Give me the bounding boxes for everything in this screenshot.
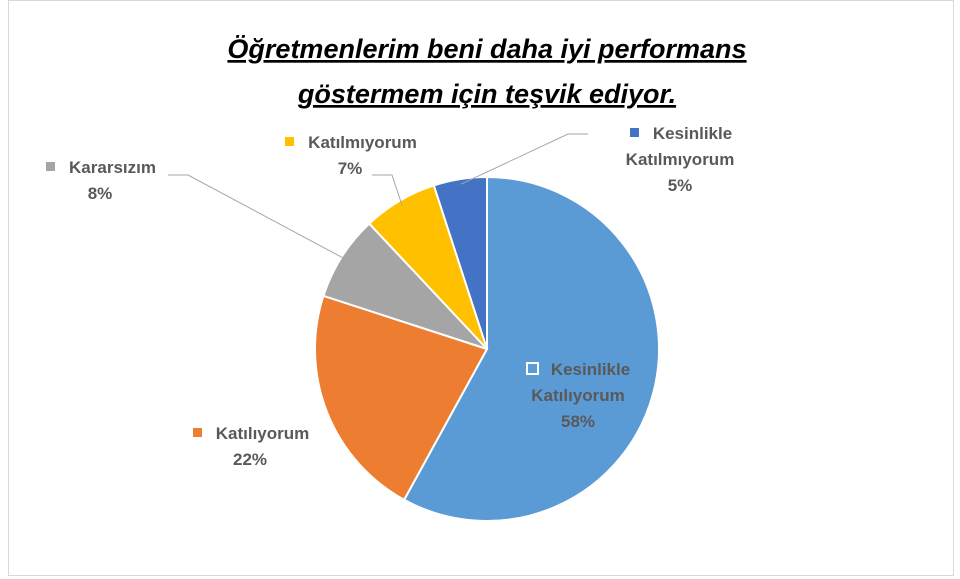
legend-marker [627,126,641,140]
category-label: Kesinlikle Katılmıyorum [625,124,735,169]
pie-slice [432,175,488,350]
chart-frame [8,0,954,576]
pie-slice [402,175,660,522]
leader-line [460,133,588,185]
value-label: 5% [667,176,693,195]
legend-marker [190,426,204,440]
data-label: Kararsızım 8% [20,155,180,207]
chart-title: göstermem için teşvik ediyor. [297,79,676,109]
value-label: 7% [337,159,363,178]
legend-marker [44,160,58,174]
legend-marker [525,362,539,376]
category-label: Katılıyorum [215,424,310,443]
data-label: Katılıyorum 22% [170,421,330,473]
chart-title: Öğretmenlerim beni daha iyi performans [227,34,746,64]
legend-marker [283,135,297,149]
leader-line [168,174,347,261]
data-label: Kesinlikle Katılmıyorum 5% [595,121,765,199]
value-label: 22% [232,450,268,469]
pie-slice [314,294,489,502]
value-label: 58% [560,412,596,431]
value-label: 8% [87,184,113,203]
category-label: Kararsızım [69,158,156,177]
category-label: Kesinlikle Katılıyorum [531,360,631,405]
data-label: Katılmıyorum 7% [265,130,435,182]
data-label: Kesinlikle Katılıyorum 58% [503,357,653,435]
category-label: Katılmıyorum [308,133,417,152]
leader-line [372,174,403,206]
